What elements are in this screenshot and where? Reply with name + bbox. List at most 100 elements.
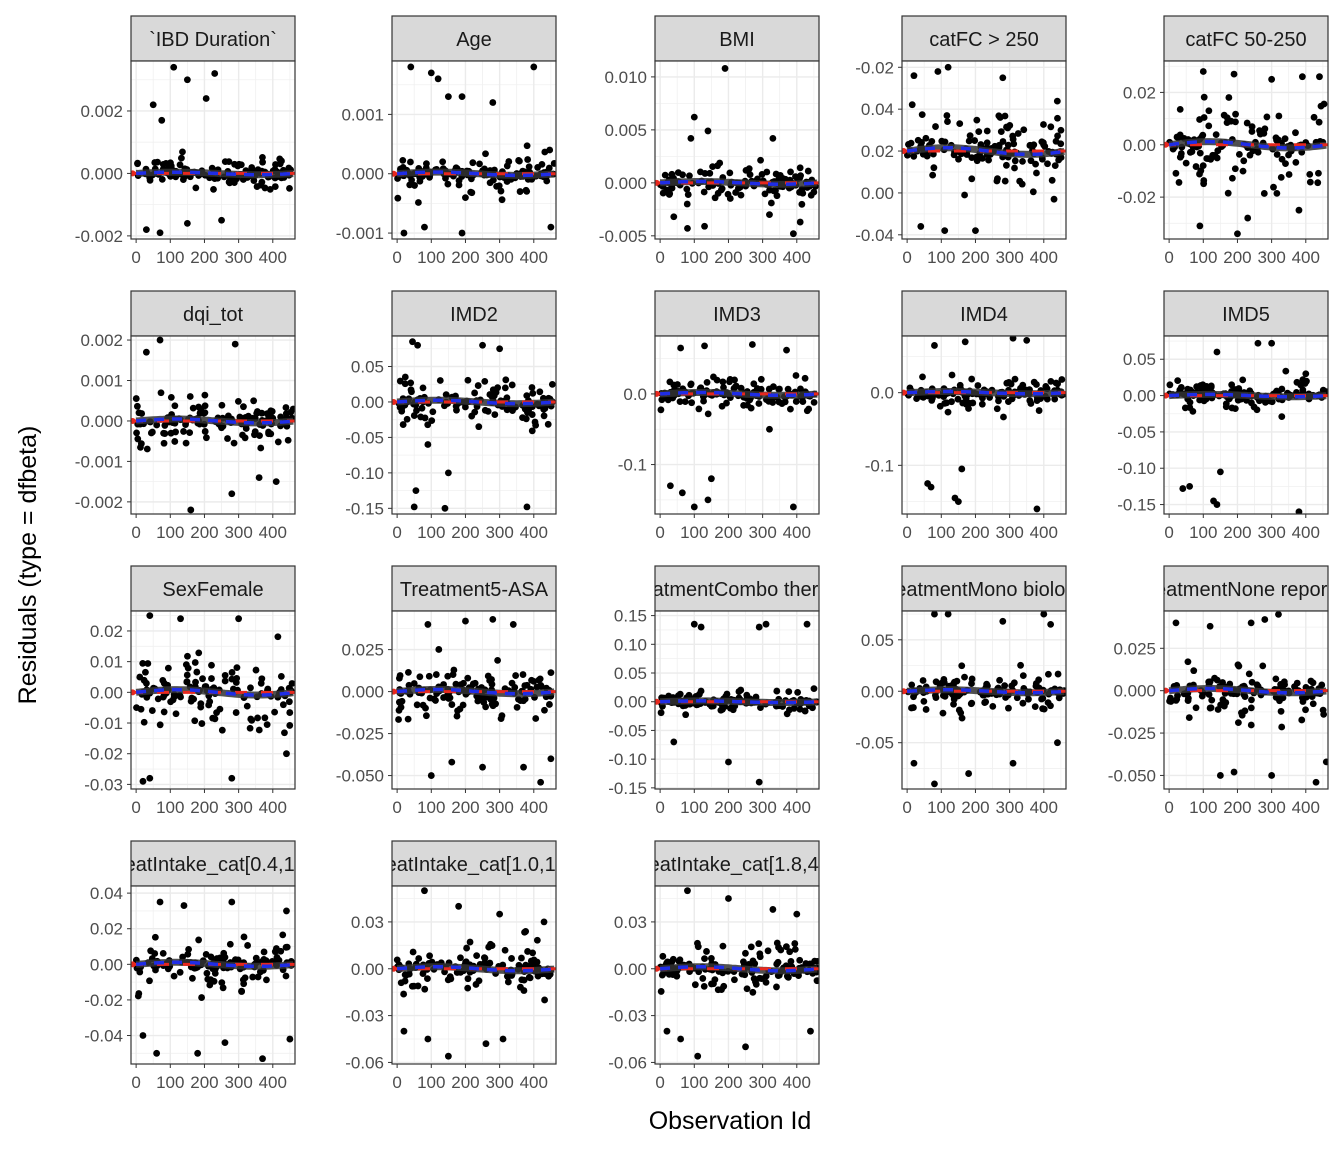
residual-point	[729, 706, 737, 714]
residual-point	[791, 940, 799, 947]
outlier-point	[146, 774, 154, 782]
start-marker	[902, 688, 907, 695]
residual-point	[1001, 112, 1009, 120]
residual-point	[476, 160, 483, 168]
facet-strip	[654, 15, 820, 62]
residual-point	[762, 972, 770, 980]
x-tick-label: 0	[131, 523, 140, 542]
residual-point	[537, 683, 545, 690]
residual-point	[501, 384, 509, 392]
residual-point	[955, 155, 962, 163]
residual-point	[171, 438, 179, 445]
x-tick-label: 0	[902, 248, 911, 267]
residual-point	[1188, 148, 1196, 155]
residual-point	[757, 385, 765, 393]
y-tick-label: 0.15	[614, 607, 647, 626]
x-tick-label: 0	[655, 1073, 664, 1092]
residual-point	[695, 690, 703, 698]
residual-point	[1273, 189, 1281, 197]
residual-point	[407, 386, 415, 394]
outlier-point	[400, 229, 408, 237]
residual-point	[415, 955, 423, 962]
residual-point	[457, 954, 464, 962]
residual-point	[796, 705, 804, 713]
outlier-point	[537, 778, 545, 786]
outlier-point	[177, 615, 184, 623]
residual-point	[257, 679, 265, 687]
outlier-point	[1186, 482, 1194, 490]
x-tick-label: 100	[156, 523, 184, 542]
x-tick-label: 400	[783, 798, 811, 817]
residual-point	[191, 659, 199, 666]
outlier-point	[678, 489, 686, 497]
residual-point	[948, 371, 956, 379]
facet-strip-label: IMD3	[713, 304, 761, 326]
outlier-point	[489, 99, 497, 106]
residual-point	[263, 976, 270, 984]
residual-point	[410, 680, 418, 687]
facet-strip-label: BMI	[719, 29, 755, 51]
residual-point	[172, 710, 180, 718]
y-tick-label: 0.04	[90, 884, 123, 903]
residual-point	[512, 672, 520, 679]
residual-point	[1219, 696, 1227, 704]
outlier-point	[694, 1052, 702, 1060]
residual-point	[1042, 382, 1050, 390]
residual-point	[908, 681, 916, 689]
facet-panel: MeatIntake_cat[1.0,1.8) 0 100 200 300 400 -0.0…	[345, 840, 557, 1092]
residual-point	[770, 383, 777, 391]
plot-background	[392, 61, 556, 239]
residual-point	[792, 398, 800, 405]
residual-point	[133, 429, 140, 437]
y-tick-label: -0.05	[855, 734, 894, 753]
residual-point	[161, 422, 169, 429]
residual-point	[944, 408, 952, 416]
residual-point	[1001, 682, 1009, 690]
residual-point	[920, 697, 928, 705]
residual-point	[668, 184, 676, 192]
residual-point	[1214, 147, 1222, 155]
residual-point	[936, 402, 944, 410]
residual-point	[462, 194, 469, 202]
residual-point	[460, 679, 467, 687]
residual-point	[1260, 190, 1268, 197]
residual-point	[550, 160, 556, 167]
start-marker	[392, 688, 397, 695]
outlier-point	[221, 1039, 229, 1047]
x-tick-label: 200	[714, 248, 742, 267]
residual-point	[538, 160, 546, 168]
y-tick-label: 0.00	[1123, 387, 1156, 406]
x-tick-label: 300	[748, 523, 776, 542]
data-points	[1164, 68, 1328, 238]
data-points	[902, 63, 1066, 235]
y-tick-label: -0.15	[1117, 496, 1156, 515]
residual-point	[474, 697, 482, 705]
residual-point	[676, 398, 684, 406]
residual-point	[726, 169, 734, 177]
residual-point	[144, 660, 152, 667]
outlier-point	[1196, 222, 1204, 230]
residual-point	[691, 981, 699, 989]
start-marker	[392, 965, 397, 972]
outlier-point	[803, 620, 811, 628]
residual-point	[719, 705, 726, 713]
residual-point	[922, 706, 930, 713]
loess-dashed-line	[1168, 686, 1327, 695]
residual-point	[1190, 667, 1198, 675]
residual-point	[189, 974, 196, 982]
residual-point	[201, 391, 209, 399]
residual-point	[211, 969, 219, 977]
residual-point	[528, 676, 535, 684]
residual-point	[147, 947, 155, 955]
facet-strip	[901, 565, 1067, 612]
residual-point	[419, 384, 427, 392]
residual-point	[1011, 375, 1019, 383]
residual-point	[1038, 695, 1045, 703]
residual-point	[432, 697, 439, 704]
residual-point	[1031, 703, 1039, 710]
residual-point	[779, 174, 787, 182]
residual-point	[134, 435, 142, 443]
residual-point	[996, 676, 1003, 684]
panel-border	[901, 335, 1067, 515]
residual-point	[688, 399, 696, 407]
